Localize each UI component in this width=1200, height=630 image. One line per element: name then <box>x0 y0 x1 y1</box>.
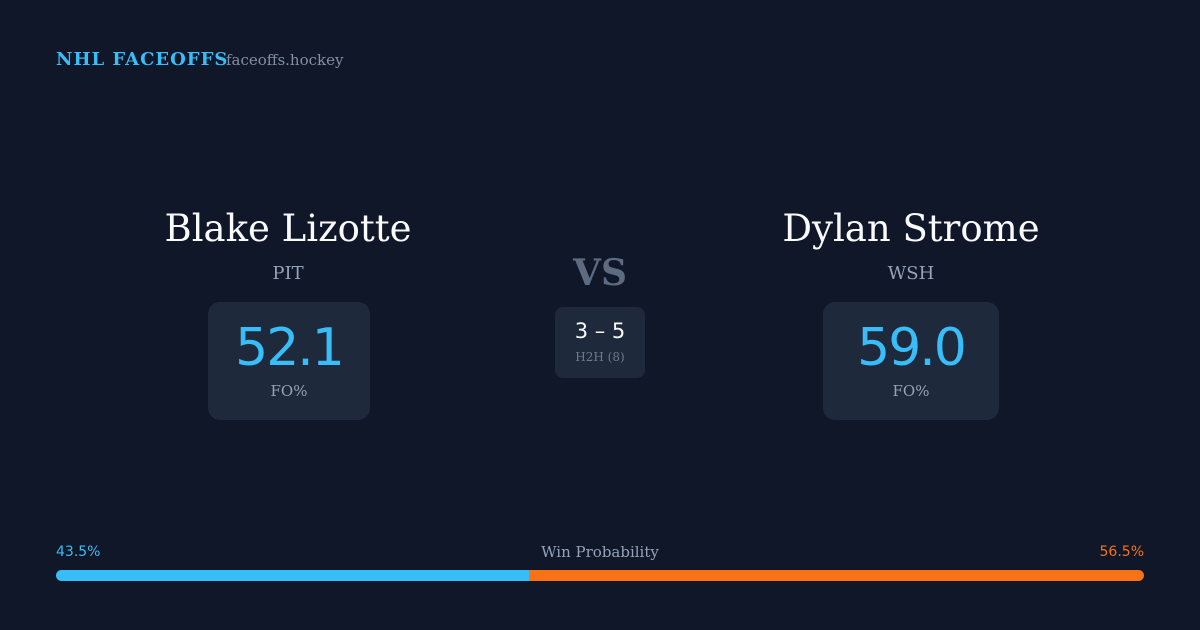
stat-label: FO% <box>892 382 930 400</box>
player-team: PIT <box>272 263 304 284</box>
site-url: faceoffs.hockey <box>226 51 344 69</box>
faceoff-pct: 52.1 <box>235 318 345 378</box>
player-name: Blake Lizotte <box>164 207 412 250</box>
h2h-score: 3 – 5 <box>574 319 626 343</box>
brand-title: NHL FACEOFFS <box>56 49 229 70</box>
player-team: WSH <box>887 263 935 284</box>
player-name: Dylan Strome <box>782 207 1040 250</box>
win-prob-value: 56.5% <box>1099 544 1144 560</box>
win-prob-label: Win Probability <box>541 543 659 561</box>
faceoff-pct: 59.0 <box>857 318 967 378</box>
win-prob-segment <box>529 570 1144 581</box>
stat-label: FO% <box>270 382 308 400</box>
win-prob-value: 43.5% <box>56 544 101 560</box>
stat-card: 52.1 FO% <box>208 302 370 420</box>
versus: VS <box>573 252 627 294</box>
win-prob-segment <box>56 570 530 581</box>
stat-card: 59.0 FO% <box>823 302 999 420</box>
h2h-card: 3 – 5 H2H (8) <box>555 307 645 378</box>
win-prob-bar <box>56 570 1144 581</box>
h2h-label: H2H (8) <box>575 350 625 364</box>
